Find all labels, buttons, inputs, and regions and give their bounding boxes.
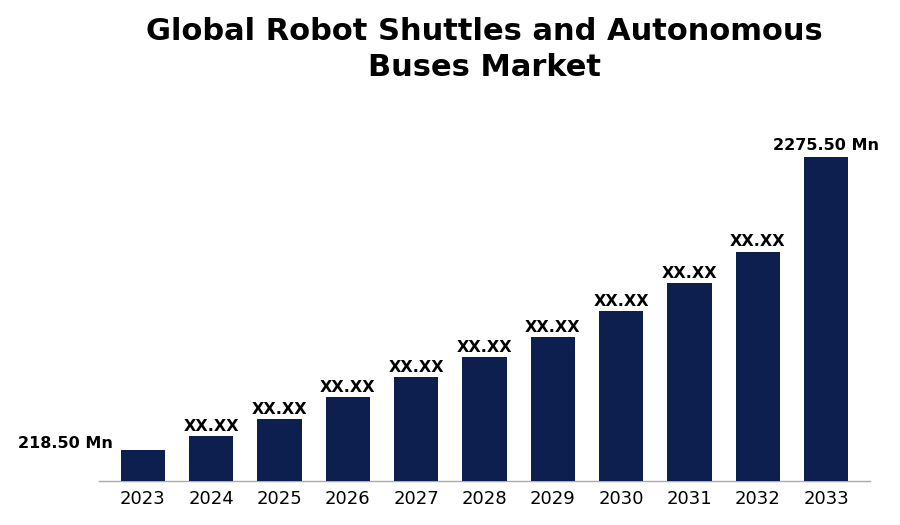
Text: XX.XX: XX.XX	[252, 402, 308, 417]
Bar	[667, 283, 712, 480]
Text: XX.XX: XX.XX	[389, 360, 444, 375]
Text: 2275.50 Mn: 2275.50 Mn	[773, 138, 879, 153]
Text: XX.XX: XX.XX	[320, 380, 375, 394]
Bar	[121, 449, 166, 480]
Text: XX.XX: XX.XX	[525, 320, 580, 335]
Bar	[463, 357, 507, 480]
Bar	[531, 337, 575, 480]
Text: XX.XX: XX.XX	[662, 266, 717, 281]
Bar	[257, 419, 302, 480]
Text: XX.XX: XX.XX	[593, 294, 649, 309]
Title: Global Robot Shuttles and Autonomous
Buses Market: Global Robot Shuttles and Autonomous Bus…	[146, 17, 823, 81]
Bar	[598, 311, 644, 480]
Bar	[804, 157, 849, 480]
Text: XX.XX: XX.XX	[184, 419, 239, 434]
Bar	[394, 377, 438, 480]
Bar	[735, 251, 780, 480]
Text: XX.XX: XX.XX	[456, 340, 512, 355]
Bar	[189, 436, 233, 480]
Text: XX.XX: XX.XX	[730, 234, 786, 249]
Text: 218.50 Mn: 218.50 Mn	[18, 436, 112, 451]
Bar	[326, 397, 370, 480]
